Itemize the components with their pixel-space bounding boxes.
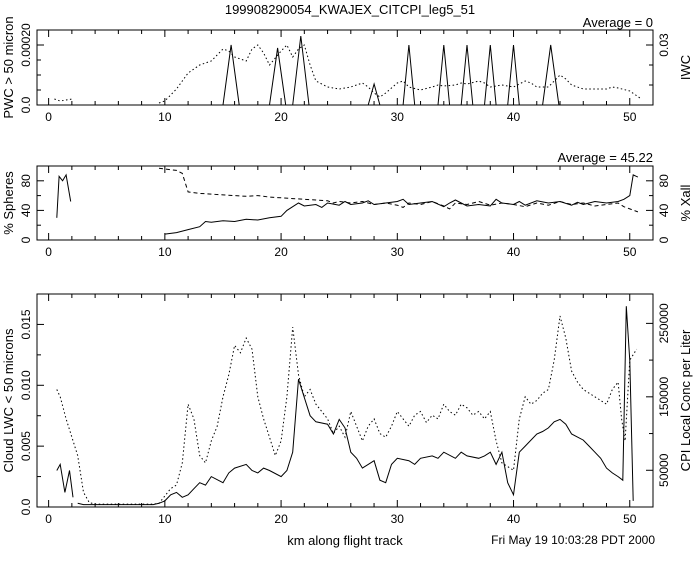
- panel2-average-annotation: Average = 45.22: [557, 150, 653, 165]
- x-tick-label: 0: [45, 512, 52, 526]
- panel-frame: [36, 293, 654, 508]
- right-tick-label: 80: [657, 174, 671, 188]
- left-tick-label: 0: [19, 236, 33, 243]
- left-tick-label: 0.015: [19, 309, 33, 339]
- x-tick-label: 40: [507, 512, 521, 526]
- x-tick-label: 10: [158, 110, 172, 124]
- x-tick-label: 50: [623, 245, 637, 259]
- series-line--xall: [158, 167, 639, 213]
- right-axis-title: CPI Local Conc per Liter: [678, 329, 693, 471]
- series-line-cpi-local-conc: [56, 315, 638, 505]
- left-axis-title: % Spheres: [1, 171, 16, 235]
- panel1-average-annotation: Average = 0: [582, 15, 653, 30]
- right-axis-title: % Xall: [678, 184, 693, 221]
- x-tick-label: 20: [274, 512, 288, 526]
- left-axis-title: Cloud LWC < 50 microns: [1, 328, 16, 472]
- x-tick-label: 0: [45, 110, 52, 124]
- series-line-iwc: [158, 44, 642, 104]
- x-tick-label: 30: [391, 512, 405, 526]
- right-tick-label: 150000: [657, 376, 671, 416]
- series-line-iwc: [54, 98, 72, 102]
- right-tick-label: 0.03: [657, 33, 671, 57]
- x-tick-label: 20: [274, 245, 288, 259]
- left-tick-label: 0.0: [19, 498, 33, 515]
- panel-frame: [36, 165, 654, 241]
- left-tick-label: 40: [19, 203, 33, 217]
- left-tick-label: 0.005: [19, 431, 33, 461]
- page-title: 199908290054_KWAJEX_CITCPI_leg5_51: [224, 2, 476, 17]
- x-tick-label: 0: [45, 245, 52, 259]
- x-tick-label: 10: [158, 512, 172, 526]
- panel-frame: [36, 29, 654, 106]
- left-tick-label: 0.010: [19, 370, 33, 400]
- right-tick-label: 40: [657, 203, 671, 217]
- series-line-cloud-lwc: [56, 462, 74, 498]
- x-tick-label: 30: [391, 245, 405, 259]
- timestamp: Fri May 19 10:03:28 PDT 2000: [491, 533, 655, 547]
- series-line--spheres: [164, 174, 639, 235]
- x-axis-title: km along flight track: [287, 533, 403, 548]
- x-tick-label: 10: [158, 245, 172, 259]
- series-line-pwc-50-micron: [159, 35, 642, 106]
- left-tick-label: 80: [19, 174, 33, 188]
- x-tick-label: 20: [274, 110, 288, 124]
- x-tick-label: 50: [623, 512, 637, 526]
- series-line-cloud-lwc: [77, 306, 634, 506]
- x-tick-label: 30: [391, 110, 405, 124]
- right-tick-label: 0: [657, 236, 671, 243]
- x-tick-label: 40: [507, 110, 521, 124]
- x-tick-label: 40: [507, 245, 521, 259]
- x-tick-label: 50: [623, 110, 637, 124]
- right-tick-label: 250000: [657, 303, 671, 343]
- left-axis-title: PWC > 50 micron: [1, 16, 16, 118]
- right-tick-label: 50000: [657, 453, 671, 487]
- series-line--spheres: [56, 173, 72, 218]
- right-axis-title: IWC: [678, 55, 693, 80]
- left-tick-label: 0.00020: [19, 23, 33, 67]
- left-tick-label: 0.0: [19, 96, 33, 113]
